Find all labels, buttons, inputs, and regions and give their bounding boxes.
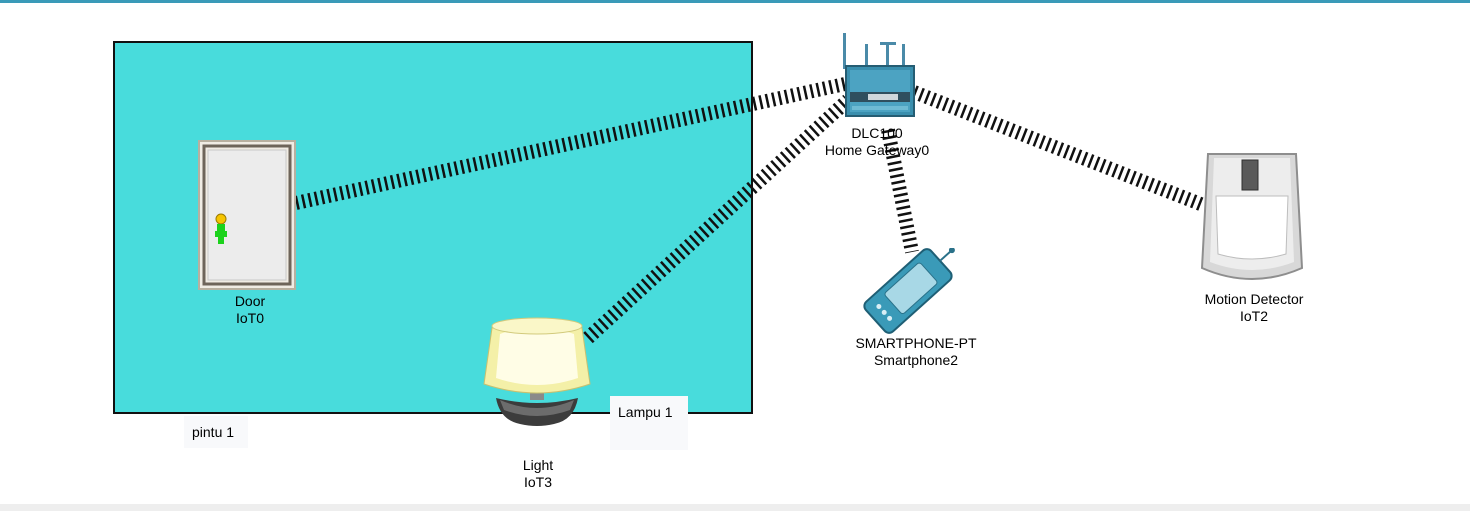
door-model: Door (234, 293, 266, 309)
wireless-link-motion (911, 85, 1206, 212)
door-device[interactable] (198, 140, 296, 290)
wireless-link-light (583, 94, 853, 344)
door-icon (198, 140, 296, 290)
home-gateway-model: DLC100 (851, 125, 903, 141)
wireless-link-door (294, 77, 847, 210)
motion-detector-icon (1200, 153, 1304, 280)
note-pintu[interactable]: pintu 1 (184, 416, 248, 448)
smartphone-label: SMARTPHONE-PT Smartphone2 (855, 335, 976, 369)
light-label: Light IoT3 (523, 457, 553, 491)
smartphone-model: SMARTPHONE-PT (855, 335, 977, 351)
home-gateway-device[interactable] (838, 30, 918, 122)
light-icon (483, 317, 591, 426)
light-name: IoT3 (523, 474, 553, 490)
home-gateway-name: Home Gateway0 (824, 142, 930, 158)
home-gateway-label: DLC100 Home Gateway0 (825, 125, 929, 159)
motion-detector-name: IoT2 (1239, 308, 1269, 324)
smartphone-icon (863, 247, 955, 334)
smartphone-device[interactable] (858, 247, 976, 334)
wireless-link-smartphone (881, 128, 919, 254)
light-model: Light (522, 457, 554, 473)
light-device[interactable] (478, 312, 596, 456)
bottom-scroll-area (0, 504, 1470, 511)
motion-detector-model: Motion Detector (1204, 291, 1304, 307)
top-accent-bar (0, 0, 1470, 3)
door-label: Door IoT0 (235, 293, 265, 327)
note-lampu[interactable]: Lampu 1 (610, 396, 688, 450)
motion-detector-label: Motion Detector IoT2 (1205, 291, 1304, 325)
motion-detector-device[interactable] (1200, 150, 1304, 288)
smartphone-name: Smartphone2 (873, 352, 959, 368)
home-gateway-icon (843, 33, 915, 117)
door-name: IoT0 (235, 310, 265, 326)
